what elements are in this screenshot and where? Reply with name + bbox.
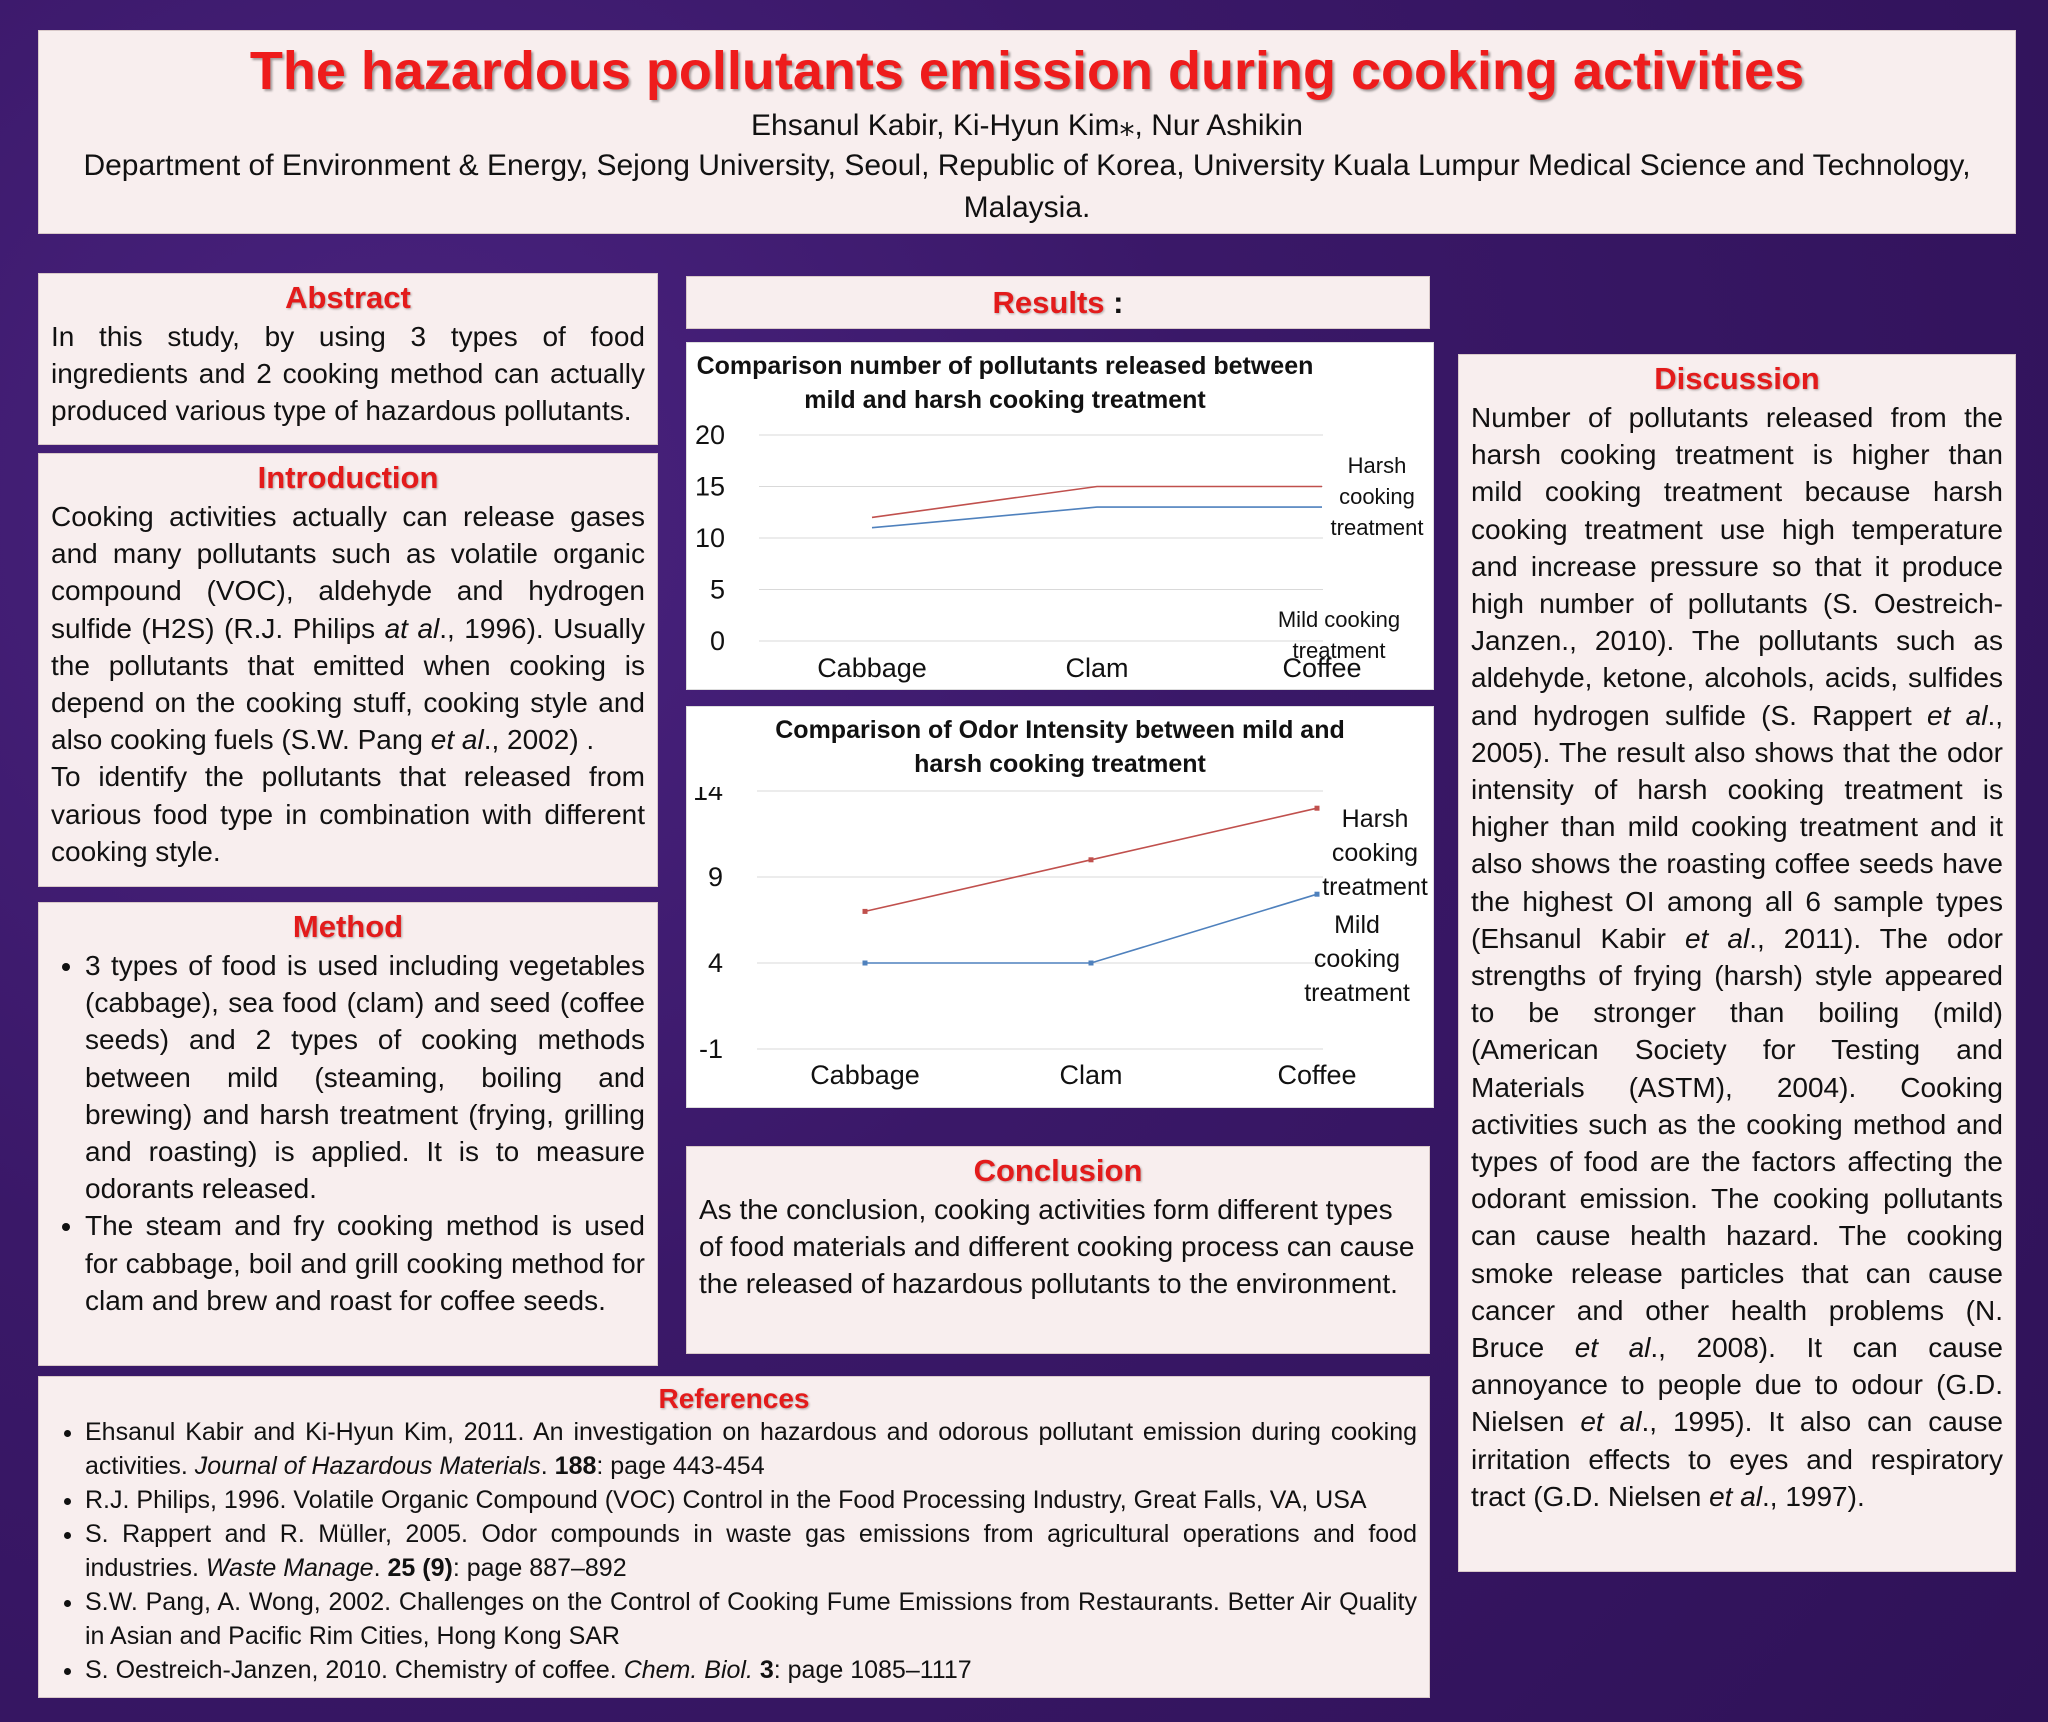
discussion-heading: Discussion bbox=[1654, 361, 1820, 396]
discussion-text: Number of pollutants released from the h… bbox=[1471, 402, 2003, 1512]
method-heading: Method bbox=[292, 909, 404, 944]
chart-2-title: Comparison of Odor Intensity between mil… bbox=[775, 716, 1345, 778]
abstract-heading: Abstract bbox=[285, 280, 411, 315]
legend-label: Harsh bbox=[1342, 805, 1409, 833]
abstract-panel: Abstract In this study, by using 3 types… bbox=[38, 273, 658, 445]
y-tick-label: -1 bbox=[699, 1034, 723, 1064]
method-list: 3 types of food is used including vegeta… bbox=[39, 947, 657, 1319]
x-tick-label: Clam bbox=[1065, 653, 1128, 683]
introduction-panel: Introduction Cooking activities actually… bbox=[38, 453, 658, 887]
data-point bbox=[1314, 891, 1320, 897]
y-tick-label: 0 bbox=[710, 626, 725, 656]
chart-1-panel: Comparison number of pollutants released… bbox=[686, 342, 1434, 690]
reference-item: S.W. Pang, A. Wong, 2002. Challenges on … bbox=[85, 1585, 1417, 1653]
y-tick-label: 10 bbox=[695, 523, 725, 553]
references-panel: References Ehsanul Kabir and Ki-Hyun Kim… bbox=[38, 1376, 1430, 1698]
y-tick-label: 14 bbox=[693, 787, 723, 806]
y-tick-label: 9 bbox=[708, 862, 723, 892]
legend-label: treatment bbox=[1293, 638, 1386, 663]
conclusion-heading: Conclusion bbox=[973, 1153, 1143, 1188]
legend-label: Mild bbox=[1334, 911, 1380, 939]
x-tick-label: Coffee bbox=[1277, 1060, 1356, 1090]
chart-1: 0 5 10 15 20 Cabbage Clam Coffee Harsh cooking tre… bbox=[695, 420, 1424, 683]
legend-label: cooking bbox=[1314, 945, 1400, 973]
reference-item: R.J. Philips, 1996. Volatile Organic Com… bbox=[85, 1483, 1417, 1517]
x-tick-label: Cabbage bbox=[810, 1060, 920, 1090]
results-heading: Results bbox=[992, 285, 1105, 320]
series-line bbox=[865, 893, 1318, 964]
authors: Ehsanul Kabir, Ki-Hyun Kim⁎, Nur Ashikin bbox=[751, 108, 1303, 142]
x-tick-label: Clam bbox=[1059, 1060, 1122, 1090]
method-bullet: 3 types of food is used including vegeta… bbox=[85, 947, 645, 1207]
legend-label: Harsh bbox=[1348, 453, 1407, 478]
y-tick-label: 15 bbox=[695, 472, 725, 502]
data-point bbox=[1314, 805, 1320, 811]
method-bullet: The steam and fry cooking method is used… bbox=[85, 1207, 645, 1319]
introduction-paragraph-2: To identify the pollutants that released… bbox=[51, 761, 645, 867]
legend-label: treatment bbox=[1304, 979, 1410, 1007]
chart-2: -1 4 9 14 Cabbage Clam Coffee Harsh cooking treat… bbox=[693, 787, 1428, 1090]
legend-label: treatment bbox=[1322, 873, 1428, 901]
data-point bbox=[1088, 960, 1094, 966]
chart-1-title: Comparison number of pollutants released… bbox=[696, 352, 1314, 414]
y-tick-label: 4 bbox=[708, 948, 723, 978]
results-suffix: : bbox=[1104, 285, 1124, 320]
abstract-text: In this study, by using 3 types of food … bbox=[51, 321, 645, 427]
data-point bbox=[1088, 857, 1094, 863]
results-panel: Results : bbox=[686, 276, 1430, 329]
discussion-panel: Discussion Number of pollutants released… bbox=[1458, 354, 2016, 1572]
legend-label: cooking bbox=[1339, 484, 1415, 509]
conclusion-panel: Conclusion As the conclusion, cooking ac… bbox=[686, 1146, 1430, 1354]
x-tick-label: Cabbage bbox=[817, 653, 927, 683]
results-title: Results : bbox=[687, 285, 1429, 321]
chart-2-panel: Comparison of Odor Intensity between mil… bbox=[686, 706, 1434, 1108]
y-tick-label: 20 bbox=[695, 420, 725, 450]
method-panel: Method 3 types of food is used including… bbox=[38, 902, 658, 1366]
series-line bbox=[871, 506, 1322, 529]
legend-label: cooking bbox=[1332, 839, 1418, 867]
references-list: Ehsanul Kabir and Ki-Hyun Kim, 2011. An … bbox=[39, 1415, 1429, 1687]
legend-label: treatment bbox=[1331, 515, 1424, 540]
introduction-heading: Introduction bbox=[257, 460, 439, 495]
y-tick-label: 5 bbox=[710, 575, 725, 605]
introduction-paragraph-1: Cooking activities actually can release … bbox=[51, 501, 645, 756]
header-panel: The hazardous pollutants emission during… bbox=[38, 30, 2016, 234]
reference-item: S. Rappert and R. Müller, 2005. Odor com… bbox=[85, 1517, 1417, 1585]
affiliation: Department of Environment & Energy, Sejo… bbox=[83, 148, 1971, 224]
conclusion-text: As the conclusion, cooking activities fo… bbox=[699, 1194, 1415, 1300]
legend-label: Mild cooking bbox=[1278, 607, 1400, 632]
reference-item: Ehsanul Kabir and Ki-Hyun Kim, 2011. An … bbox=[85, 1415, 1417, 1483]
data-point bbox=[862, 960, 868, 966]
reference-item: S. Oestreich-Janzen, 2010. Chemistry of … bbox=[85, 1653, 1417, 1687]
data-point bbox=[862, 908, 868, 914]
poster-title: The hazardous pollutants emission during… bbox=[249, 41, 1805, 101]
references-heading: References bbox=[658, 1383, 810, 1414]
x-tick-label: Coffee bbox=[1282, 653, 1361, 683]
series-line bbox=[871, 485, 1322, 519]
